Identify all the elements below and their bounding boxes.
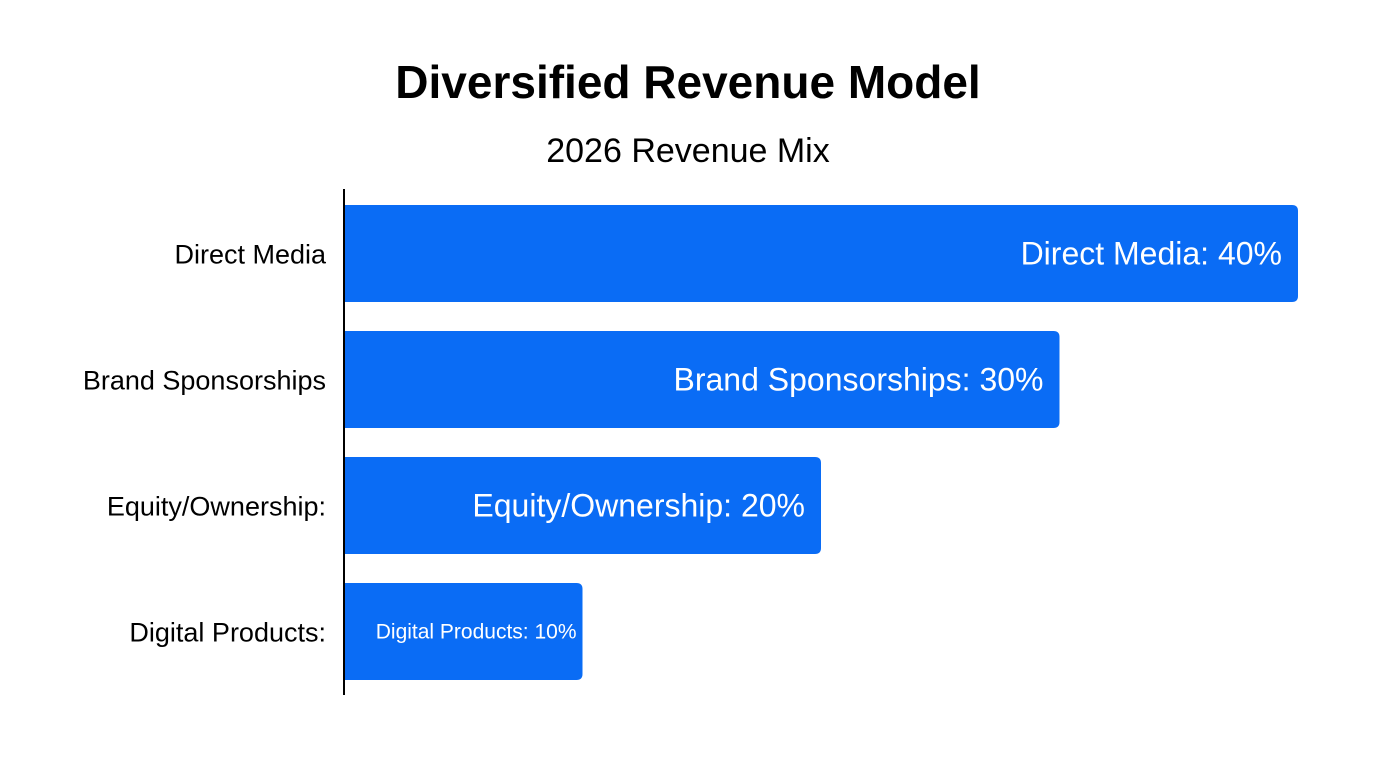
bar <box>344 205 1298 302</box>
category-label: Digital Products: <box>129 618 326 648</box>
data-label: Direct Media: 40% <box>1021 236 1282 272</box>
category-label: Direct Media <box>174 240 327 270</box>
bar <box>344 583 583 680</box>
data-label: Equity/Ownership: 20% <box>472 488 805 524</box>
bar <box>344 331 1060 428</box>
category-label: Brand Sponsorships <box>83 366 326 396</box>
bar <box>344 457 821 554</box>
data-label: Digital Products: 10% <box>376 621 577 644</box>
data-label: Brand Sponsorships: 30% <box>674 362 1044 398</box>
chart-subtitle: 2026 Revenue Mix <box>546 132 830 170</box>
category-label: Equity/Ownership: <box>107 492 326 522</box>
chart-title: Diversified Revenue Model <box>395 56 980 108</box>
